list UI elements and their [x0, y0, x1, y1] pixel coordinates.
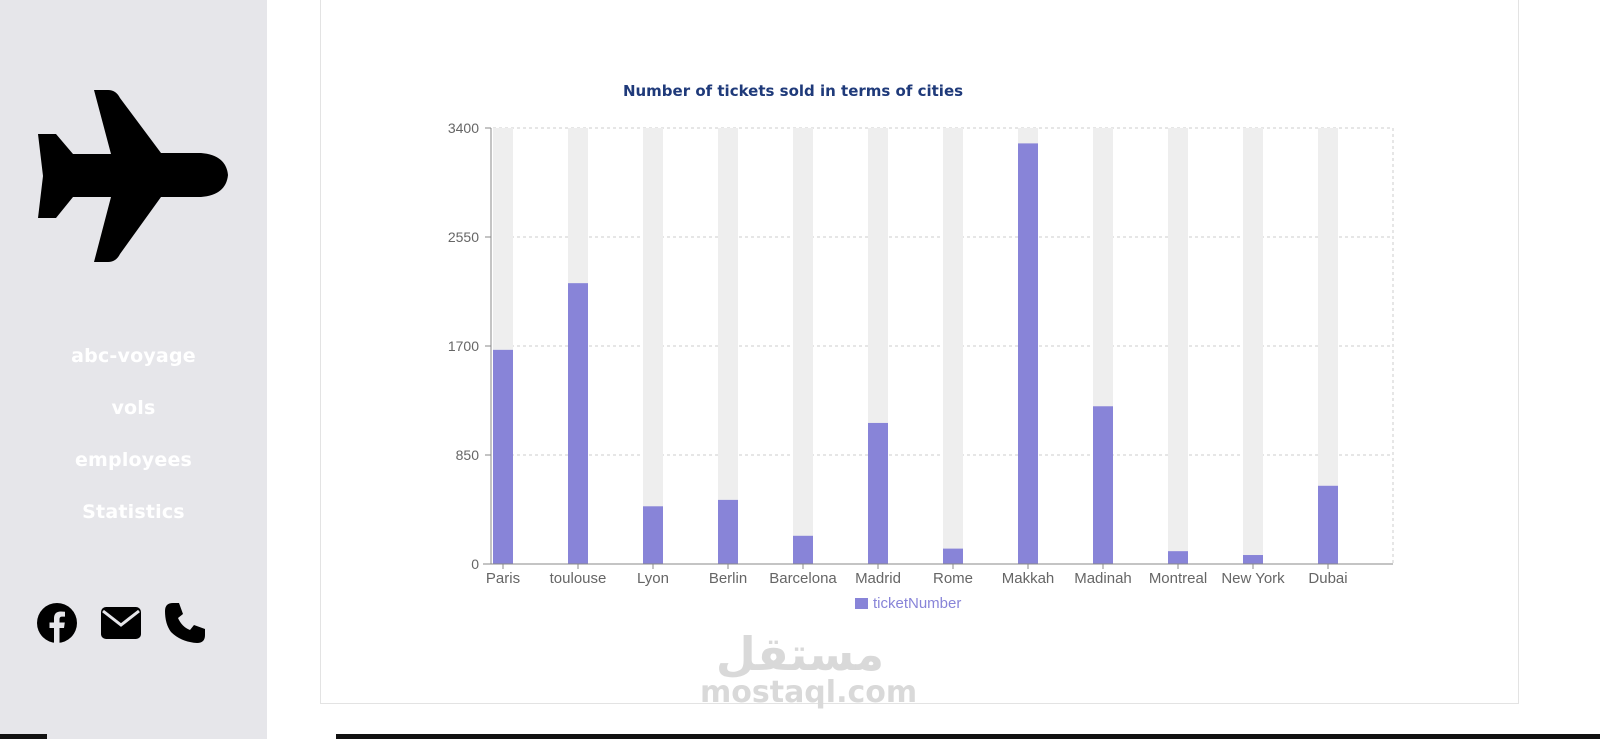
x-tick-label: Madrid [855, 570, 901, 587]
sidebar: abc-voyage vols employees Statistics [0, 0, 267, 739]
y-tick-label: 1700 [448, 338, 479, 354]
bar-madinah[interactable] [1093, 406, 1113, 564]
tickets-bar-chart: Number of tickets sold in terms of citie… [448, 82, 1394, 612]
x-tick-label: Barcelona [769, 570, 837, 587]
x-tick-label: Madinah [1074, 570, 1132, 587]
y-tick-label: 0 [471, 556, 479, 572]
x-tick-label: Dubai [1308, 570, 1347, 587]
x-tick-label: toulouse [550, 570, 607, 587]
statistics-panel: Number of tickets sold in terms of citie… [320, 0, 1519, 704]
bar-background [1318, 128, 1338, 564]
legend-swatch [855, 598, 868, 609]
legend-label[interactable]: ticketNumber [873, 595, 961, 612]
bar-background [718, 128, 738, 564]
chart-legend: ticketNumber [855, 595, 961, 612]
bar-background [1168, 128, 1188, 564]
x-tick-label: Berlin [709, 570, 747, 587]
chart-title: Number of tickets sold in terms of citie… [623, 82, 963, 100]
bar-new-york[interactable] [1243, 555, 1263, 564]
y-axis: 0 850 1700 2550 3400 [448, 120, 492, 572]
bar-rome[interactable] [943, 548, 963, 564]
x-tick-label: Lyon [637, 570, 669, 587]
y-tick-label: 2550 [448, 229, 479, 245]
bar-paris[interactable] [493, 349, 513, 564]
bar-makkah[interactable] [1018, 143, 1038, 564]
nav-item-employees[interactable]: employees [74, 449, 193, 471]
sidebar-nav: abc-voyage vols employees Statistics [0, 330, 267, 538]
bar-background [793, 128, 813, 564]
bar-montreal[interactable] [1168, 551, 1188, 564]
facebook-icon[interactable] [36, 602, 80, 646]
bar-barcelona[interactable] [793, 535, 813, 564]
x-tick-label: Montreal [1149, 570, 1207, 587]
bar-toulouse[interactable] [568, 283, 588, 564]
nav-item-abc-voyage[interactable]: abc-voyage [71, 345, 196, 367]
bar-berlin[interactable] [718, 499, 738, 564]
y-tick-label: 3400 [448, 120, 479, 136]
y-tick-label: 850 [456, 447, 480, 463]
airplane-icon[interactable] [36, 90, 230, 262]
bottom-edge-left [0, 734, 47, 739]
chart-bars [493, 128, 1338, 564]
phone-icon[interactable] [164, 602, 208, 646]
x-axis: Paris toulouse Lyon Berlin Barcelona Madrid Ro… [483, 563, 1393, 587]
x-tick-label: Makkah [1002, 570, 1055, 587]
bar-madrid[interactable] [868, 422, 888, 564]
bar-lyon[interactable] [643, 506, 663, 564]
bar-dubai[interactable] [1318, 485, 1338, 564]
nav-item-vols[interactable]: vols [111, 397, 156, 419]
nav-item-statistics[interactable]: Statistics [82, 501, 185, 523]
bottom-edge-right [336, 734, 1600, 739]
mail-icon[interactable] [100, 602, 144, 646]
x-tick-label: Rome [933, 570, 973, 587]
bar-background [943, 128, 963, 564]
x-tick-label: New York [1221, 570, 1285, 587]
bar-background [643, 128, 663, 564]
bar-background [1243, 128, 1263, 564]
x-tick-label: Paris [486, 570, 520, 587]
